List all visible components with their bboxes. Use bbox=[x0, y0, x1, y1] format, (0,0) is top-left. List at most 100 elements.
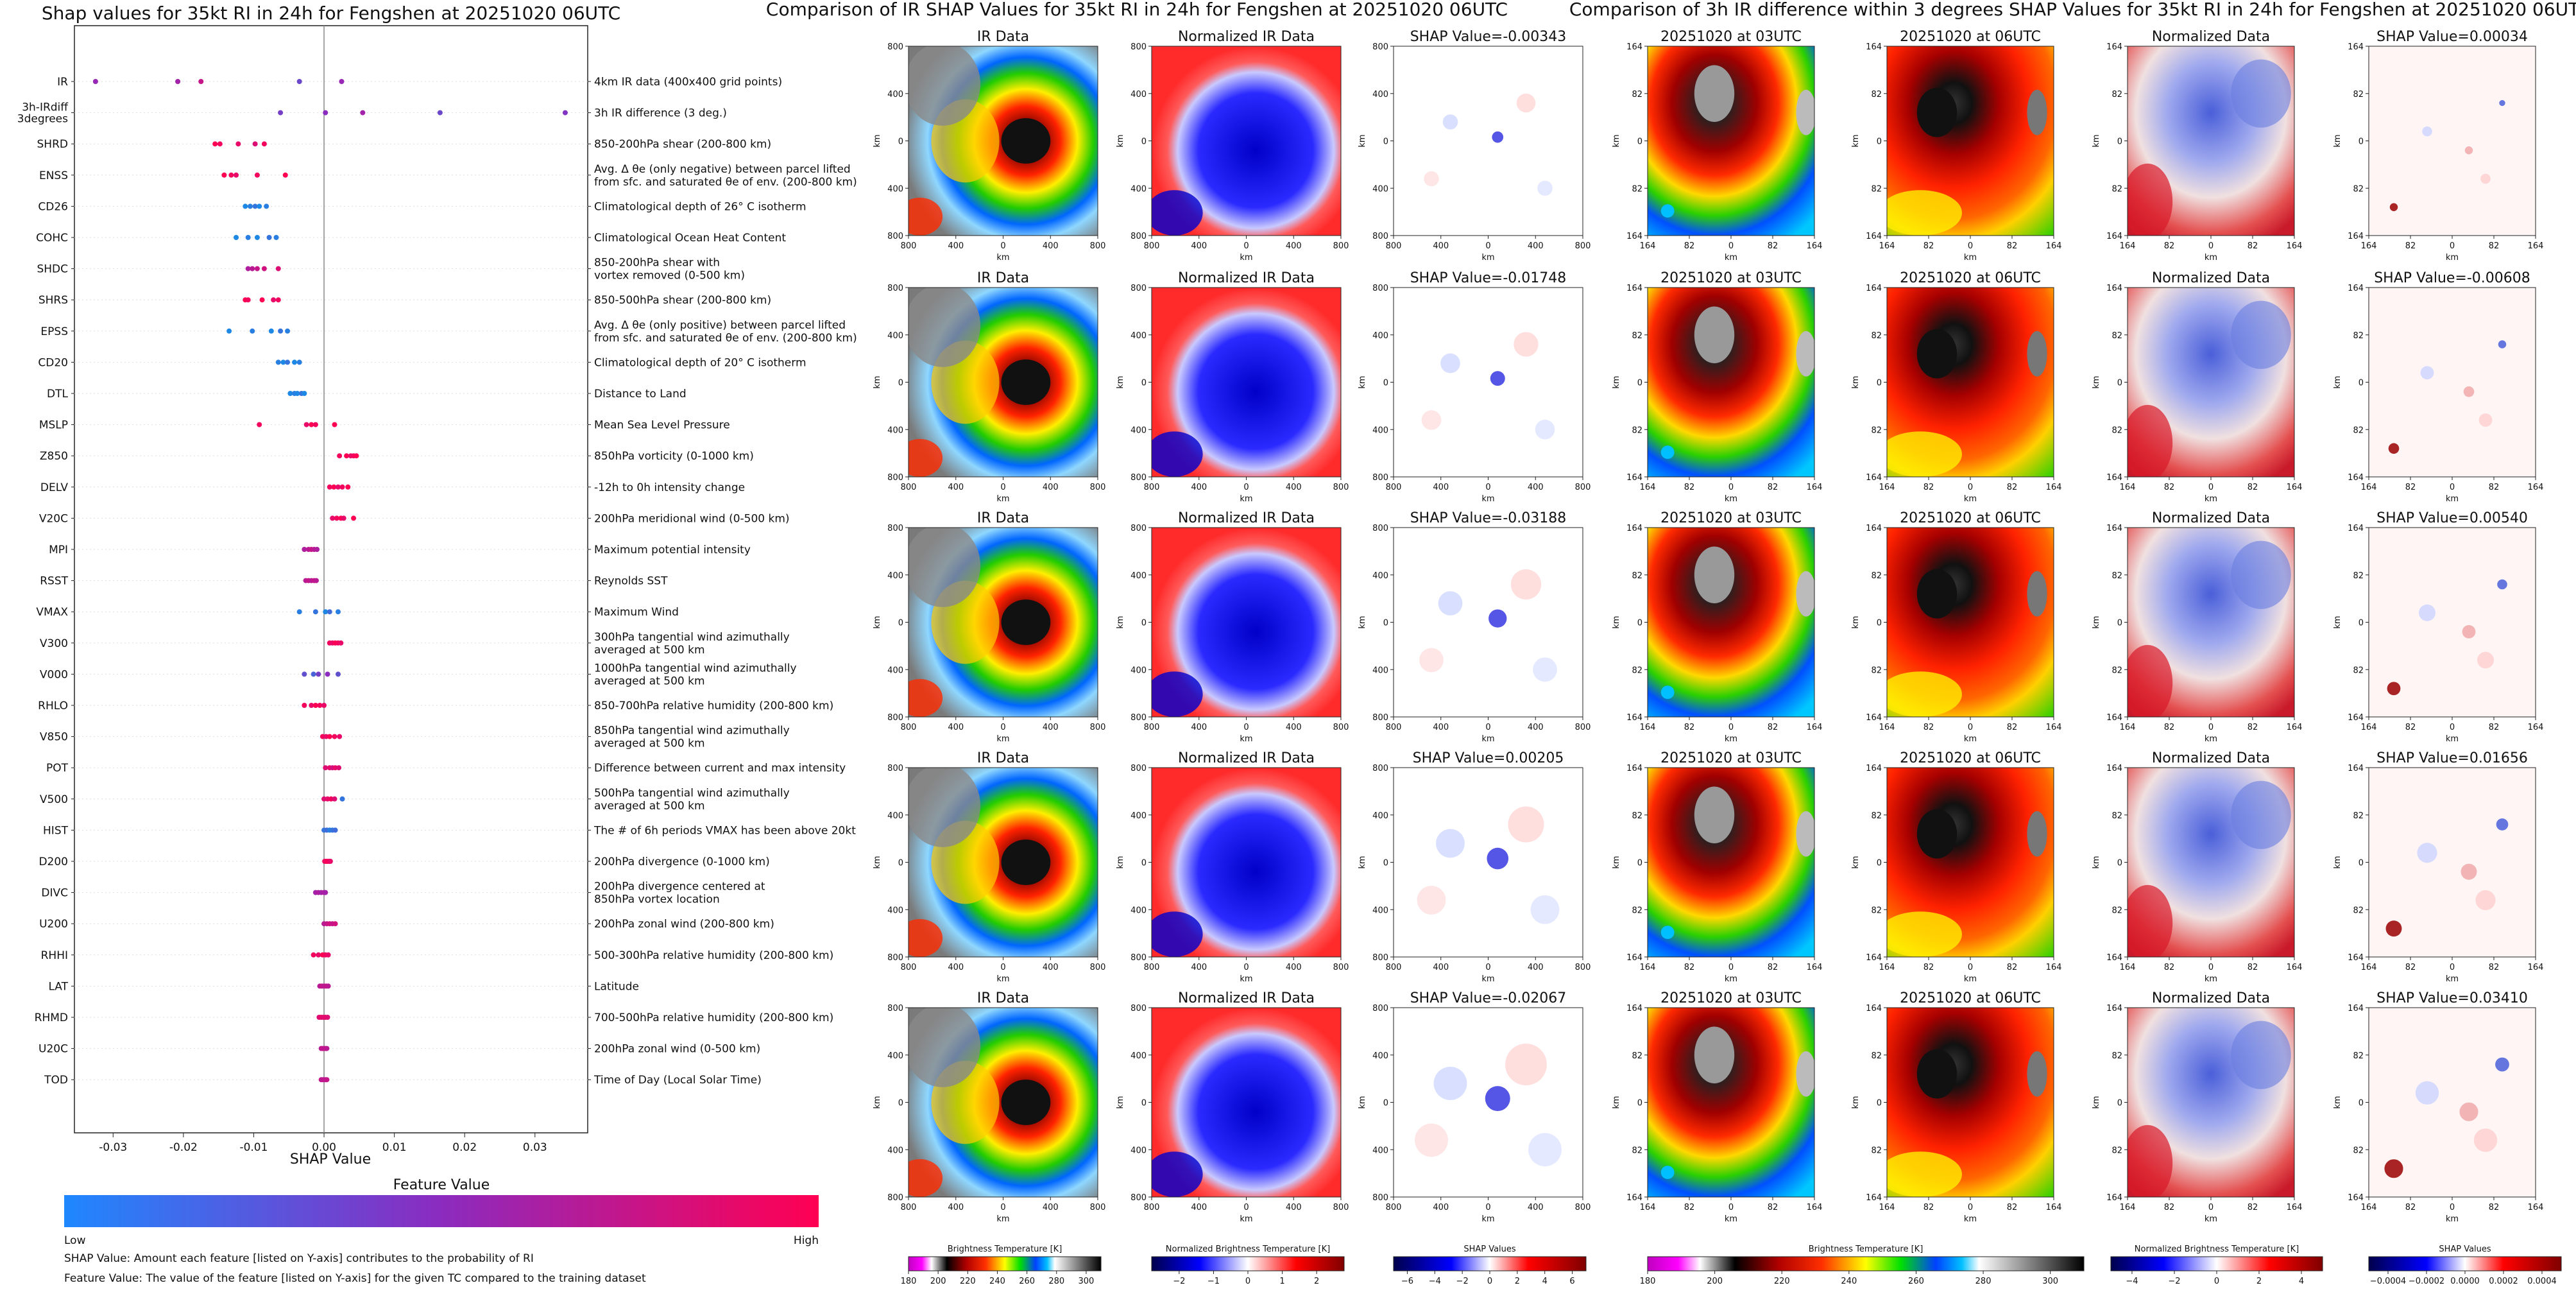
y-tick-label: 82 bbox=[1871, 666, 1882, 675]
x-tick-label: 82 bbox=[1684, 1203, 1695, 1212]
shap-blob bbox=[2384, 1159, 2403, 1178]
panel-title: 20251020 at 03UTC bbox=[1660, 29, 1802, 45]
cyclone-core bbox=[1001, 1080, 1051, 1125]
x-tick-label: 0 bbox=[1000, 963, 1005, 972]
shap-blob bbox=[2420, 366, 2434, 380]
y-axis-label: km bbox=[1851, 856, 1861, 868]
x-tick-label: 164 bbox=[1807, 1203, 1823, 1212]
x-tick-label: 0.02 bbox=[452, 1141, 477, 1154]
shap-point bbox=[316, 952, 321, 958]
y-tick-label: 82 bbox=[1632, 184, 1642, 194]
x-tick-label: 164 bbox=[2361, 1203, 2377, 1212]
y-axis-label: km bbox=[2333, 856, 2342, 868]
shap-point bbox=[296, 609, 302, 615]
y-tick-label: 164 bbox=[2106, 764, 2122, 773]
x-tick-label: 82 bbox=[2405, 241, 2416, 251]
x-tick-label: 800 bbox=[1333, 1203, 1349, 1212]
y-axis-label: km bbox=[2092, 375, 2101, 388]
diff-panel-r1-c3 bbox=[2369, 288, 2536, 477]
y-tick-label: 82 bbox=[1632, 571, 1642, 581]
diff-panel-r4-c2 bbox=[2128, 1008, 2294, 1197]
feature-description: 200hPa zonal wind (200-800 km) bbox=[594, 918, 774, 931]
diff-panel-r4-c1 bbox=[1887, 1008, 2054, 1197]
feature-description: from sfc. and saturated θe of env. (200-… bbox=[594, 332, 857, 345]
feature-code-label: DTL bbox=[47, 388, 68, 401]
y-tick-label: 164 bbox=[1626, 473, 1642, 483]
y-axis-label: km bbox=[2092, 856, 2101, 868]
shap-point bbox=[320, 734, 325, 739]
shap-point bbox=[212, 141, 218, 147]
x-tick-label: 164 bbox=[1807, 483, 1823, 492]
y-tick-label: 164 bbox=[1626, 764, 1642, 773]
x-tick-label: 0 bbox=[1485, 963, 1490, 972]
colorbar bbox=[908, 1256, 1102, 1271]
colorbar-tick-label: 300 bbox=[2042, 1277, 2058, 1286]
shap-point bbox=[331, 484, 337, 490]
shap-point bbox=[250, 328, 255, 334]
y-tick-label: 164 bbox=[2348, 232, 2364, 241]
shap-point bbox=[330, 515, 336, 521]
x-tick-label: 0 bbox=[1243, 1203, 1249, 1212]
x-tick-label: 800 bbox=[1333, 723, 1349, 732]
colorbar-tick-label: 2 bbox=[2256, 1277, 2262, 1286]
ir-panel-r2-c0 bbox=[908, 528, 1098, 717]
x-tick-label: 400 bbox=[1433, 963, 1449, 972]
clear-sky-region bbox=[908, 528, 981, 607]
y-tick-label: 164 bbox=[1626, 1004, 1642, 1013]
y-tick-label: 0 bbox=[1637, 859, 1642, 868]
y-tick-label: 800 bbox=[887, 284, 903, 293]
y-tick-label: 164 bbox=[1866, 473, 1882, 483]
shap-blob bbox=[2496, 818, 2509, 831]
ir-panel-r1-c1 bbox=[1152, 288, 1341, 477]
shap-point bbox=[323, 890, 328, 895]
shap-point bbox=[334, 515, 339, 521]
y-tick-label: 800 bbox=[1130, 764, 1147, 773]
x-tick-label: 82 bbox=[2248, 1203, 2258, 1212]
cold-spot bbox=[1660, 926, 1675, 940]
colorbar-tick-label: −4 bbox=[1429, 1277, 1441, 1286]
x-tick-label: 82 bbox=[2248, 963, 2258, 972]
panel-image bbox=[1394, 288, 1583, 477]
y-tick-label: 82 bbox=[1632, 811, 1642, 821]
x-axis-label: km bbox=[2446, 974, 2459, 984]
x-tick-label: 82 bbox=[2489, 1203, 2500, 1212]
x-axis-label: km bbox=[1481, 494, 1494, 504]
y-tick-label: 164 bbox=[1866, 232, 1882, 241]
y-tick-label: 82 bbox=[2111, 426, 2122, 435]
feature-description: Avg. Δ θe (only positive) between parcel… bbox=[594, 319, 846, 332]
eye-region bbox=[1694, 65, 1735, 122]
x-tick-label: 82 bbox=[1768, 1203, 1778, 1212]
feature-description: averaged at 500 km bbox=[594, 675, 705, 687]
feature-description: Maximum Wind bbox=[594, 606, 679, 619]
x-tick-label: 400 bbox=[1043, 963, 1059, 972]
y-axis-label: km bbox=[1612, 616, 1621, 628]
y-tick-label: 800 bbox=[1372, 764, 1388, 773]
feature-value-note: Feature Value: The value of the feature … bbox=[64, 1272, 646, 1285]
x-axis-label: km bbox=[1725, 1214, 1737, 1224]
eye-region bbox=[1694, 1026, 1735, 1083]
x-tick-label: 164 bbox=[1879, 963, 1895, 972]
colorbar-tick-label: 4 bbox=[2299, 1277, 2304, 1286]
panel-title: 20251020 at 06UTC bbox=[1900, 750, 2041, 766]
panel-title: Normalized IR Data bbox=[1178, 990, 1315, 1006]
shap-blob bbox=[1514, 332, 1539, 357]
panel-title: SHAP Value=0.03410 bbox=[2376, 990, 2528, 1006]
shap-point bbox=[354, 453, 359, 459]
x-tick-label: 82 bbox=[2489, 241, 2500, 251]
shap-point bbox=[266, 235, 272, 240]
y-tick-label: 82 bbox=[2353, 1146, 2364, 1155]
x-tick-label: 82 bbox=[2007, 483, 2018, 492]
y-tick-label: 400 bbox=[1372, 666, 1388, 675]
feature-description: 850hPa vorticity (0-1000 km) bbox=[594, 450, 754, 463]
dark-core bbox=[1916, 87, 1958, 137]
feature-description: 1000hPa tangential wind azimuthally bbox=[594, 662, 797, 675]
y-tick-label: 0 bbox=[2117, 137, 2122, 147]
y-tick-label: 800 bbox=[1130, 713, 1147, 723]
shap-blob bbox=[1492, 131, 1504, 143]
shap-point bbox=[302, 391, 307, 396]
x-axis-label: km bbox=[2205, 253, 2217, 263]
y-tick-label: 400 bbox=[1130, 666, 1147, 675]
y-tick-label: 164 bbox=[2348, 764, 2364, 773]
x-tick-label: 800 bbox=[1575, 1203, 1591, 1212]
